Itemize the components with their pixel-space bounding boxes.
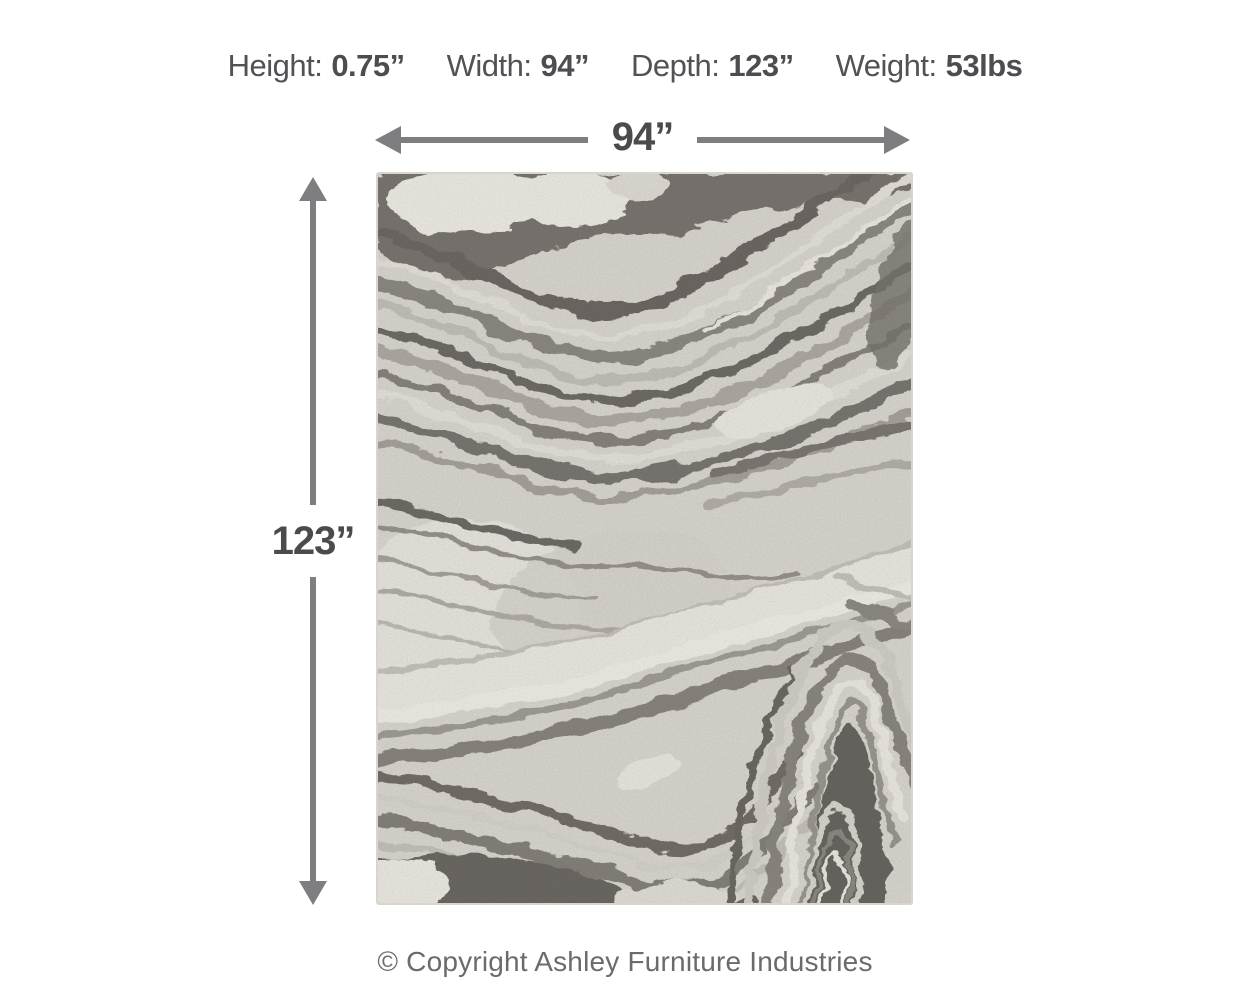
width-dimension-label: 94” (611, 115, 674, 159)
arrow-up-icon (299, 177, 327, 201)
spec-depth-value: 123” (728, 48, 794, 83)
spec-height-value: 0.75” (331, 48, 405, 83)
depth-dimension-arrow: 123” (265, 177, 361, 905)
width-arrow-line-right (697, 137, 884, 143)
arrow-right-icon (884, 126, 910, 154)
spec-item-weight: Weight: 53lbs (836, 48, 1023, 84)
spec-weight-value: 53lbs (945, 48, 1023, 83)
spec-width-label: Width: (446, 48, 532, 83)
depth-arrow-line-top (310, 201, 316, 505)
spec-depth-label: Depth: (631, 48, 720, 83)
spec-weight-label: Weight: (835, 48, 938, 83)
product-image-rug (376, 172, 913, 905)
rug-illustration (376, 172, 913, 905)
arrow-down-icon (299, 881, 327, 905)
spec-item-height: Height: 0.75” (227, 48, 406, 84)
spec-item-depth: Depth: 123” (631, 48, 794, 84)
width-arrow-line-left (401, 137, 588, 143)
width-dimension-arrow: 94” (375, 117, 910, 158)
spec-item-width: Width: 94” (446, 48, 590, 84)
arrow-left-icon (375, 126, 401, 154)
spec-bar: Height: 0.75” Width: 94” Depth: 123” Wei… (0, 48, 1250, 84)
spec-height-label: Height: (227, 48, 323, 83)
spec-width-value: 94” (540, 48, 590, 83)
depth-arrow-line-bottom (310, 577, 316, 881)
copyright-text: © Copyright Ashley Furniture Industries (377, 946, 873, 977)
depth-dimension-label: 123” (271, 519, 356, 563)
